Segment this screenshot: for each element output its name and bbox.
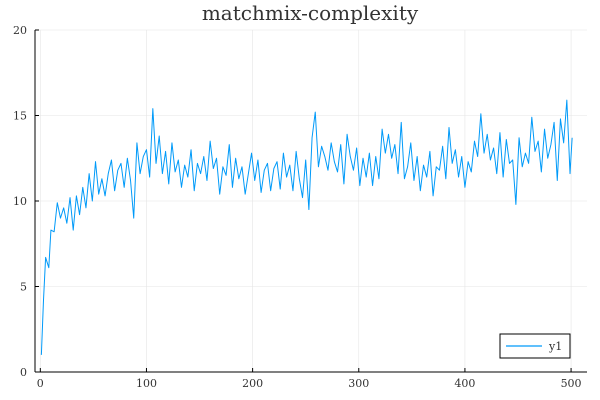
x-tick-label: 0 (37, 377, 44, 390)
y-tick-label: 5 (20, 281, 27, 294)
y-tick-label: 10 (13, 195, 27, 208)
y-tick-label: 20 (13, 24, 27, 37)
series (40, 99, 573, 355)
grid (35, 29, 587, 373)
y-tick-label: 0 (20, 366, 27, 379)
series-line-y1 (40, 99, 573, 355)
x-tick-label: 500 (561, 377, 582, 390)
chart-title: matchmix-complexity (202, 1, 419, 25)
legend: y1 (499, 333, 571, 359)
x-tick-label: 300 (348, 377, 369, 390)
tick-labels: 0 100 200 300 400 500 0 5 10 15 20 (13, 24, 582, 390)
x-tick-label: 200 (242, 377, 263, 390)
x-tick-label: 400 (454, 377, 475, 390)
y-tick-label: 15 (13, 110, 27, 123)
legend-label-y1: y1 (548, 340, 562, 353)
x-tick-label: 100 (136, 377, 157, 390)
axes (34, 29, 587, 373)
